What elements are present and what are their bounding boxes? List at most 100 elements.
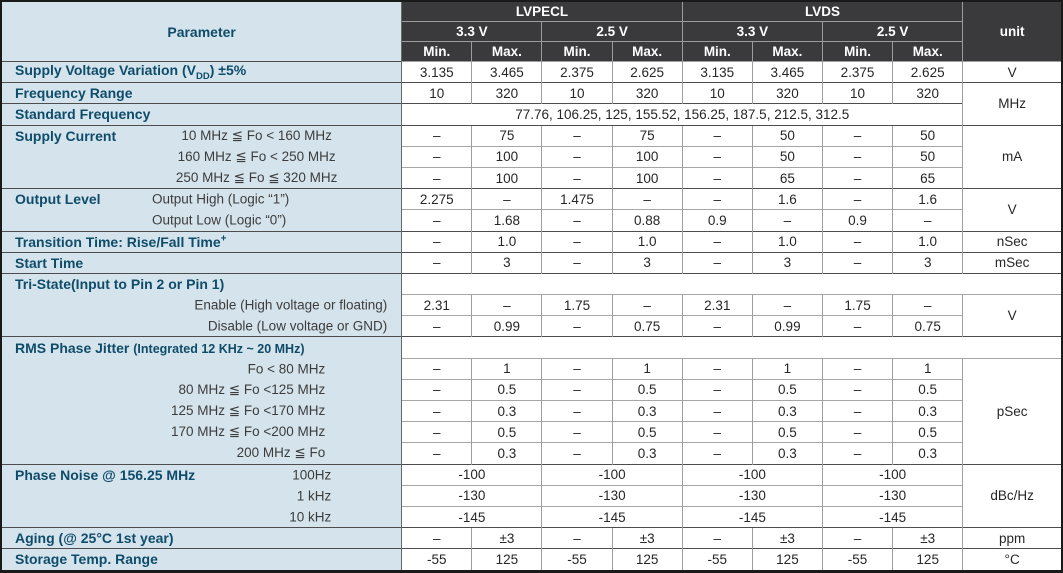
value-cell: – (541, 399, 613, 422)
row-transition-time: Transition Time: Rise/Fall Time+ – 1.0 –… (1, 230, 1062, 253)
value-cell: – (611, 188, 683, 210)
value-cell: – (681, 527, 753, 549)
value-cell: – (541, 209, 613, 231)
value-cell: 2.31 (681, 294, 753, 316)
param-condition: 160 MHz ≦ Fo < 250 MHz (177, 148, 336, 164)
value-cell: 1.75 (541, 294, 613, 316)
value-cell: 1.6 (892, 188, 963, 210)
param-tri-state: Tri-State(Input to Pin 2 or Pin 1) (1, 272, 403, 295)
param-jitter-condition: 80 MHz ≦ Fo <125 MHz (1, 379, 403, 401)
row-jitter-1: Fo < 80 MHz – 1 – 1 – 1 – 1 pSec (1, 357, 1062, 465)
value-cell: – (751, 209, 823, 231)
row-storage-temp: Storage Temp. Range -55 125 -55 125 -55 … (1, 548, 1062, 571)
param-output-level-cont: Output Low (Logic “0”) (1, 209, 403, 231)
param-phase-noise-cont: 10 kHz (1, 506, 403, 528)
value-cell: 2.31 (401, 294, 472, 316)
unit-cell: nSec (962, 230, 1062, 253)
param-condition: 10 kHz (289, 509, 332, 525)
value-cell: 1 (471, 357, 542, 380)
value-cell: 65 (751, 166, 823, 189)
param-supply-current-cont: 250 MHz ≦ Fo ≦ 320 MHz (1, 167, 403, 189)
value-cell: – (681, 399, 753, 422)
value-cell: 0.5 (892, 378, 963, 401)
header-min: Min. (401, 41, 473, 62)
header-lvpecl: LVPECL (401, 0, 683, 22)
value-cell: 125 (611, 548, 683, 571)
value-cell: 0.3 (892, 442, 963, 465)
value-cell: – (681, 315, 753, 337)
value-cell: – (681, 188, 753, 210)
value-cell: 2.625 (892, 60, 963, 83)
value-cell: -145 (821, 505, 963, 528)
value-cell: 0.5 (751, 378, 823, 401)
value-cell: 0.3 (611, 442, 683, 465)
param-condition: Output Low (Logic “0”) (152, 212, 287, 228)
value-cell: – (401, 145, 472, 168)
value-cell: – (541, 124, 613, 147)
value-cell: 0.9 (681, 209, 753, 231)
param-condition: 80 MHz ≦ Fo <125 MHz (178, 381, 326, 397)
value-cell: – (471, 188, 542, 210)
value-cell: – (681, 421, 753, 443)
header-parameter: Parameter (1, 1, 403, 62)
value-cell: 0.3 (611, 399, 683, 422)
unit-cell: ppm (962, 527, 1062, 549)
unit-cell: pSec (962, 357, 1062, 465)
value-cell: – (821, 124, 893, 147)
value-cell: – (821, 399, 893, 422)
header-min: Min. (541, 41, 613, 62)
param-label: Supply Current (15, 127, 117, 144)
row-standard-frequency: Standard Frequency 77.76, 106.25, 125, 1… (1, 103, 1062, 126)
value-cell: ±3 (471, 527, 542, 549)
header-unit: unit (962, 0, 1063, 62)
value-cell: ±3 (611, 527, 683, 549)
value-cell: – (541, 421, 613, 443)
row-output-level-high: Output Level Output High (Logic “1”) 2.2… (1, 188, 1062, 231)
value-cell: -100 (821, 463, 963, 486)
row-rms-phase-jitter-header: RMS Phase Jitter (Integrated 12 KHz ~ 20… (1, 336, 1062, 359)
value-cell: -100 (681, 463, 823, 486)
row-jitter-4: 170 MHz ≦ Fo <200 MHz – 0.5 – 0.5 – 0.5 … (1, 421, 1062, 443)
value-cell: 3 (892, 251, 963, 274)
param-label: Transition Time: Rise/Fall Time+ (15, 233, 227, 250)
param-condition: Output High (Logic “1”) (152, 191, 290, 207)
param-condition: 250 MHz ≦ Fo ≦ 320 MHz (175, 169, 338, 185)
value-cell: – (541, 145, 613, 168)
value-cell: – (401, 251, 472, 274)
value-cell: 1.6 (751, 188, 823, 210)
value-cell: -55 (541, 548, 613, 571)
row-output-level-low: Output Low (Logic “0”) – 1.68 – 0.88 0.9… (1, 209, 1062, 231)
value-cell: 75 (471, 124, 542, 147)
row-supply-voltage-variation: Supply Voltage Variation (VDD) ±5% 3.135… (1, 60, 1062, 83)
param-rms-phase-jitter: RMS Phase Jitter (Integrated 12 KHz ~ 20… (1, 336, 403, 359)
value-cell: 1.0 (751, 230, 823, 253)
value-cell: – (471, 294, 542, 316)
value-cell: -130 (681, 484, 823, 507)
value-cell: – (401, 315, 472, 337)
row-tri-state-disable: Disable (Low voltage or GND) – 0.99 – 0.… (1, 315, 1062, 337)
value-cell: 77.76, 106.25, 125, 155.52, 156.25, 187.… (401, 103, 963, 126)
value-cell: 10 (681, 82, 753, 104)
unit-cell: V (962, 294, 1062, 337)
param-condition: 1 kHz (296, 488, 332, 504)
value-cell: 320 (471, 82, 542, 104)
value-cell: – (401, 527, 472, 549)
value-cell: 0.75 (611, 315, 683, 337)
param-label: Standard Frequency (15, 106, 151, 123)
value-cell: – (751, 294, 823, 316)
param-aging: Aging (@ 25°C 1st year) (1, 527, 403, 549)
value-cell: -55 (401, 548, 472, 571)
value-cell: – (892, 294, 963, 316)
param-label: Start Time (15, 254, 84, 271)
value-cell: -145 (541, 505, 683, 528)
value-cell: 3 (751, 251, 823, 274)
unit-cell: mSec (962, 251, 1062, 274)
value-cell: -145 (401, 505, 542, 528)
param-condition: 125 MHz ≦ Fo <170 MHz (170, 403, 326, 419)
param-label: Tri-State(Input to Pin 2 or Pin 1) (15, 276, 225, 293)
value-cell: 1 (751, 357, 823, 380)
header-voltage: 2.5 V (821, 21, 964, 42)
param-output-level: Output Level Output High (Logic “1”) (1, 188, 403, 210)
row-phase-noise-1khz: 1 kHz -130 -130 -130 -130 (1, 484, 1062, 507)
header-max: Max. (751, 41, 824, 62)
